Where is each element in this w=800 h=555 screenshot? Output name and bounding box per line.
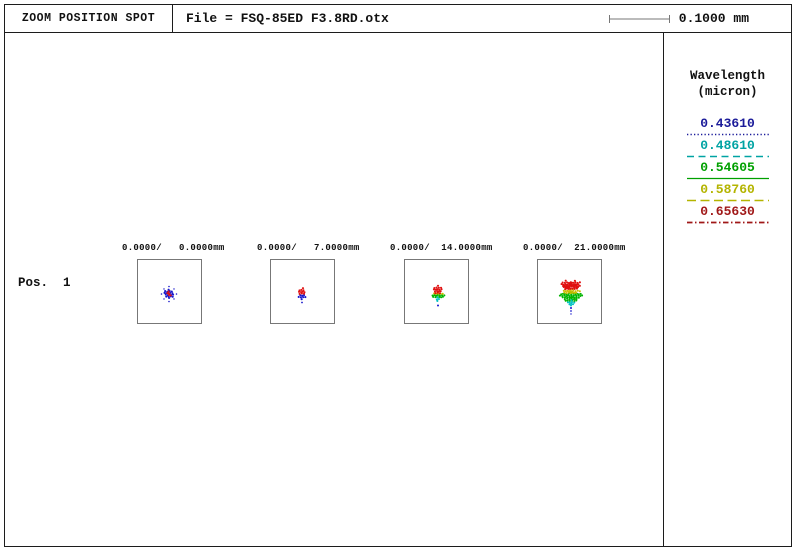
spot-cluster xyxy=(160,285,178,303)
spot-cluster xyxy=(558,279,584,315)
wavelength-entry: 0.54605 xyxy=(686,160,769,183)
wavelength-line-style-sample xyxy=(686,199,769,202)
header-bar: ZOOM POSITION SPOT File = FSQ-85ED F3.8R… xyxy=(5,5,791,33)
plot-frame: ZOOM POSITION SPOT File = FSQ-85ED F3.8R… xyxy=(4,4,792,547)
scale-ruler-icon xyxy=(608,14,670,23)
wavelength-value: 0.43610 xyxy=(700,116,755,131)
position-row-label: Pos. 1 xyxy=(18,276,71,290)
field-position-label: 0.0000/ 7.0000mm xyxy=(257,243,360,253)
wavelength-entry: 0.58760 xyxy=(686,182,769,205)
legend-heading-line2: (micron) xyxy=(697,85,758,99)
legend-heading: Wavelength (micron) xyxy=(664,68,791,100)
legend-heading-line1: Wavelength xyxy=(689,69,765,83)
wavelength-line-style-sample xyxy=(686,177,769,180)
spot-diagram-box xyxy=(537,259,602,324)
spot-cluster xyxy=(431,284,446,307)
wavelength-line-style-sample xyxy=(686,155,769,158)
wavelength-line-style-sample xyxy=(686,133,769,136)
legend-entries: 0.43610 0.48610 0.54605 0.58760 0.65630 xyxy=(664,117,791,227)
wavelength-value: 0.48610 xyxy=(700,138,755,153)
page-title: ZOOM POSITION SPOT xyxy=(5,5,173,32)
field-position-label: 0.0000/ 21.0000mm xyxy=(523,243,626,253)
scale-bar: 0.1000 mm xyxy=(608,5,749,32)
wavelength-entry: 0.65630 xyxy=(686,204,769,227)
wavelength-legend-panel: Wavelength (micron) 0.43610 0.48610 0.5460… xyxy=(663,32,791,546)
wavelength-line-style-sample xyxy=(686,221,769,224)
field-position-label: 0.0000/ 0.0000mm xyxy=(122,243,225,253)
scale-value-label: 0.1000 mm xyxy=(678,11,749,26)
wavelength-value: 0.58760 xyxy=(700,182,755,197)
spot-diagram-box xyxy=(270,259,335,324)
wavelength-entry: 0.48610 xyxy=(686,138,769,161)
file-name-label: File = FSQ-85ED F3.8RD.otx xyxy=(186,11,389,26)
spot-diagram-box xyxy=(404,259,469,324)
spot-diagram-box xyxy=(137,259,202,324)
wavelength-value: 0.65630 xyxy=(700,204,755,219)
wavelength-value: 0.54605 xyxy=(700,160,755,175)
spot-cluster xyxy=(297,287,307,304)
wavelength-entry: 0.43610 xyxy=(686,116,769,139)
field-position-label: 0.0000/ 14.0000mm xyxy=(390,243,493,253)
